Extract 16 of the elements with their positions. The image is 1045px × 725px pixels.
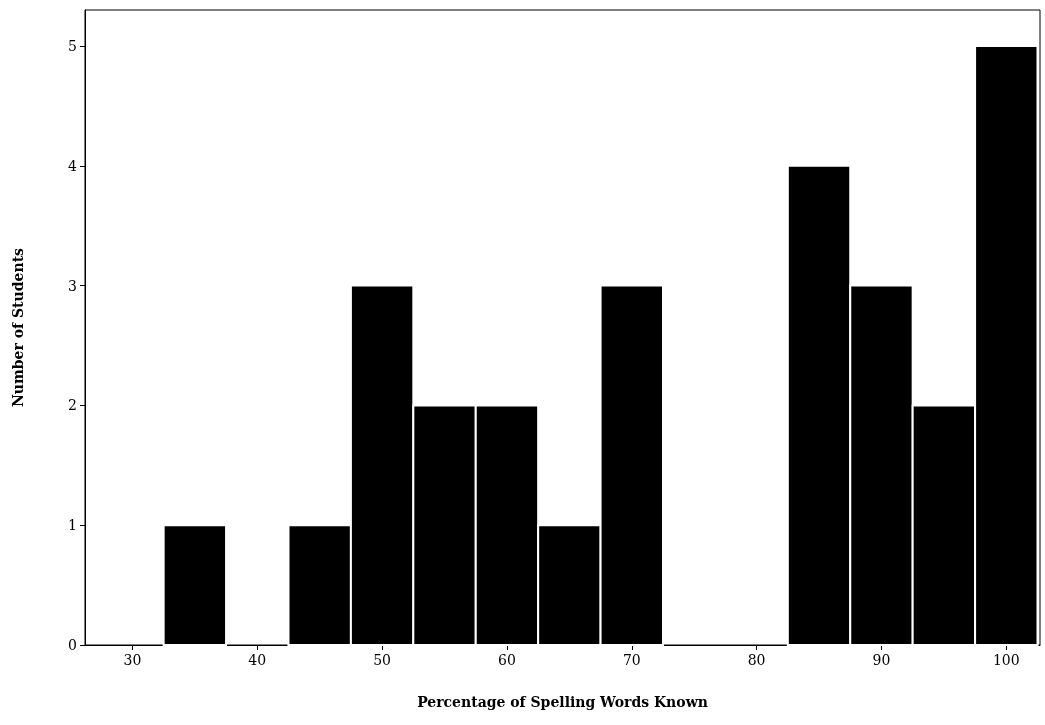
y-tick-label: 4: [68, 157, 78, 174]
y-tick-label: 0: [68, 637, 77, 653]
x-tick-label: 90: [872, 652, 891, 668]
x-tick-label: 60: [498, 652, 516, 668]
x-tick-label: 40: [248, 652, 267, 668]
y-tick-label: 5: [68, 37, 77, 54]
y-tick-label: 1: [68, 517, 77, 534]
x-tick-label: 30: [123, 652, 142, 668]
x-tick-label: 50: [373, 652, 392, 668]
y-axis-title: Number of Students: [10, 247, 26, 407]
x-axis-title: Percentage of Spelling Words Known: [417, 694, 708, 710]
x-tick-label: 70: [622, 652, 641, 668]
y-tick-label: 3: [68, 277, 77, 294]
x-tick-label: 100: [992, 652, 1020, 668]
x-tick-label: 80: [747, 652, 766, 668]
y-tick-label: 2: [68, 397, 77, 414]
